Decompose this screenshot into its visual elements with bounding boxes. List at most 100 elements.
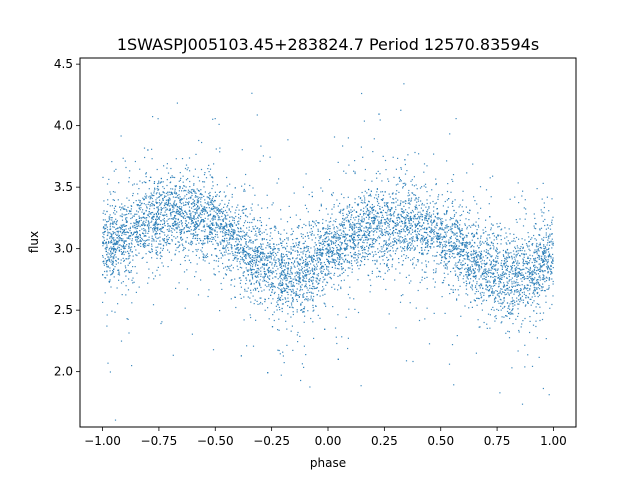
data-point [544,290,546,292]
data-point [317,273,320,275]
data-point [536,292,539,295]
data-point [381,180,383,182]
data-point [148,236,150,238]
data-point [464,244,466,246]
data-point [523,293,525,295]
data-point [257,251,259,253]
data-point [152,228,154,230]
data-point [529,249,531,252]
data-point [263,278,265,280]
data-point [485,284,487,286]
data-point [363,232,365,234]
data-point [133,183,135,185]
data-point [119,227,121,229]
data-point [400,236,402,238]
data-point [109,371,111,373]
data-point [418,230,421,232]
data-point [290,330,292,332]
data-point [475,252,477,254]
data-point [109,256,111,258]
data-point [399,233,401,235]
data-point [225,249,227,251]
data-point [522,253,524,255]
data-point [244,214,247,216]
data-point [489,177,491,179]
data-point [289,216,291,218]
data-point [339,210,342,212]
data-point [419,239,421,241]
data-point [203,254,205,256]
data-point [319,230,321,233]
data-point [322,266,325,268]
data-point [403,211,405,213]
data-point [109,214,111,216]
data-point [378,222,380,224]
data-point [118,182,120,184]
data-point [152,211,154,214]
data-point [528,271,530,273]
data-point [459,242,461,244]
data-point [386,244,388,246]
data-point [511,367,513,369]
data-point [171,193,173,195]
data-point [164,221,166,223]
data-point [531,272,533,274]
data-point [490,263,492,266]
data-point [542,274,544,276]
data-point [264,264,266,266]
data-point [199,223,201,225]
data-point [382,209,384,211]
data-point [276,301,278,303]
data-point [192,198,194,200]
data-point [283,290,285,292]
data-point [502,254,504,256]
data-point [456,232,458,234]
data-point [544,224,546,227]
data-point [352,248,354,250]
data-point [229,225,231,227]
data-point [125,209,128,211]
data-point [533,265,535,267]
data-point [302,296,304,298]
data-point [523,268,525,270]
data-point [396,248,398,250]
data-point [507,252,509,254]
data-point [319,280,321,282]
data-point [294,278,296,280]
data-point [504,227,506,229]
data-point [219,310,221,312]
data-point [326,281,328,283]
data-point [326,232,328,234]
data-point [513,280,515,282]
data-point [128,257,130,259]
data-point [260,145,262,147]
data-point [219,231,222,233]
data-point [508,280,510,282]
data-point [478,226,480,228]
data-point [395,206,397,208]
data-point [315,287,317,289]
data-point [311,280,313,282]
data-point [292,288,294,290]
data-point [410,248,412,250]
data-point [195,228,197,230]
data-point [236,206,238,208]
data-point [255,276,257,278]
data-point [238,243,240,245]
data-point [533,282,535,284]
data-point [384,159,387,162]
data-point [166,184,168,187]
data-point [487,275,489,277]
data-point [145,209,147,212]
data-point [192,221,194,223]
data-point [240,236,242,238]
data-point [475,285,477,287]
data-point [509,242,511,244]
data-point [409,302,411,304]
data-point [313,295,315,298]
data-point [108,218,110,220]
data-point [549,278,551,280]
data-point [249,247,251,249]
data-point [346,245,348,247]
data-point [254,252,256,255]
